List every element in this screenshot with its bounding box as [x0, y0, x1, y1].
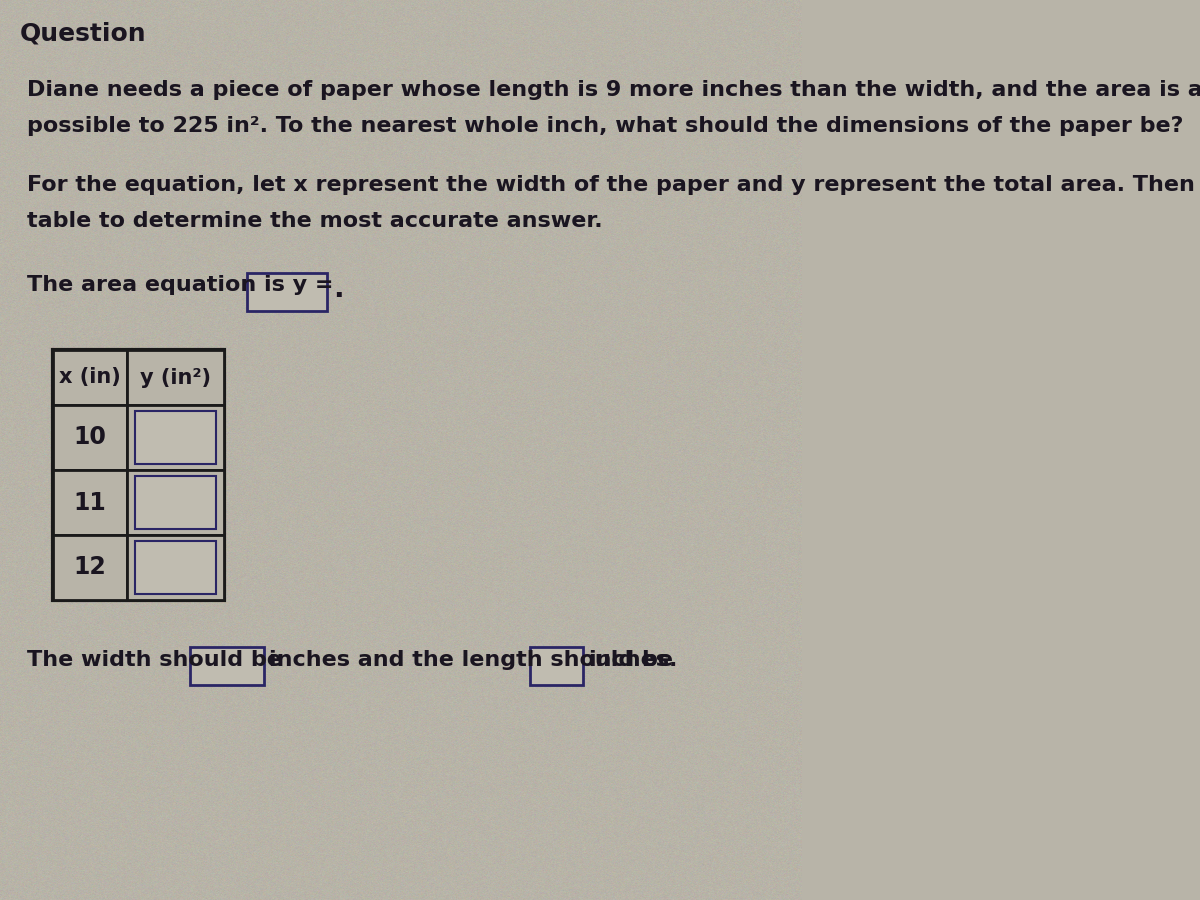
- Text: 12: 12: [74, 555, 107, 580]
- Bar: [134, 411, 216, 464]
- Text: inches.: inches.: [588, 650, 678, 670]
- Bar: [54, 470, 127, 535]
- Text: The area equation is y =: The area equation is y =: [26, 275, 334, 295]
- Bar: [127, 350, 223, 405]
- Text: table to determine the most accurate answer.: table to determine the most accurate ans…: [26, 211, 602, 231]
- Bar: [54, 350, 127, 405]
- Text: inches and the length should be: inches and the length should be: [269, 650, 673, 670]
- Bar: [54, 535, 127, 600]
- Text: possible to 225 in². To the nearest whole inch, what should the dimensions of th: possible to 225 in². To the nearest whol…: [26, 116, 1183, 136]
- Text: x (in): x (in): [59, 367, 121, 388]
- Bar: [54, 405, 127, 470]
- Text: Diane needs a piece of paper whose length is 9 more inches than the width, and t: Diane needs a piece of paper whose lengt…: [26, 80, 1200, 100]
- Text: The width should be: The width should be: [26, 650, 282, 670]
- Bar: [191, 647, 264, 685]
- Text: y (in²): y (in²): [140, 367, 211, 388]
- Bar: [127, 535, 223, 600]
- Bar: [134, 541, 216, 594]
- Bar: [127, 405, 223, 470]
- Text: .: .: [332, 275, 343, 303]
- Text: For the equation, let x represent the width of the paper and y represent the tot: For the equation, let x represent the wi…: [26, 175, 1200, 195]
- Bar: [247, 273, 328, 311]
- Bar: [134, 476, 216, 529]
- Text: 11: 11: [74, 491, 107, 515]
- Bar: [54, 350, 223, 600]
- Bar: [529, 647, 583, 685]
- Text: 10: 10: [73, 426, 107, 449]
- Bar: [127, 470, 223, 535]
- Text: Question: Question: [20, 22, 146, 46]
